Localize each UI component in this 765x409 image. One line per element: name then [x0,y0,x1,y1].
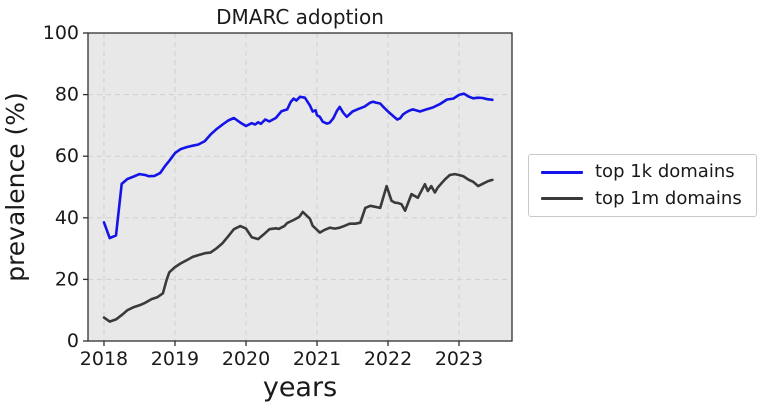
x-tick-label: 2018 [80,348,128,370]
legend-item-top-1k: top 1k domains [541,163,756,181]
x-tick-label: 2023 [435,348,483,370]
x-tick-label: 2022 [364,348,412,370]
legend-label-top-1m: top 1m domains [595,187,742,209]
x-tick-label: 2021 [293,348,341,370]
series-line-top-1k-domains [102,92,494,240]
y-tick-label: 60 [55,145,79,167]
y-tick-label: 20 [55,268,79,290]
plot-border [87,32,513,342]
y-tick-label: 100 [43,22,79,44]
x-tick-label: 2019 [151,348,199,370]
chart-title: DMARC adoption [216,5,384,29]
y-tick-label: 0 [67,330,79,352]
chart-series [102,92,494,323]
legend-label-top-1k: top 1k domains [595,161,735,183]
x-axis-label: years [263,372,337,403]
legend-line-sample-top-1k [541,170,583,174]
legend-item-top-1m: top 1m domains [541,187,756,209]
plot-area [88,33,512,341]
y-axis-label: prevalence (%) [1,92,30,282]
legend-line-sample-top-1m [541,197,583,201]
y-tick-label: 80 [55,84,79,106]
series-line-top-1m-domains [102,172,494,323]
plot-area-background [88,33,512,341]
x-tick-label: 2020 [222,348,270,370]
y-tick-label: 40 [55,207,79,229]
legend: top 1k domains top 1m domains [528,154,757,217]
axes-spines-and-ticks: 2018 2019 2020 2021 2022 2023 0 20 40 60 80 100 [43,22,513,370]
